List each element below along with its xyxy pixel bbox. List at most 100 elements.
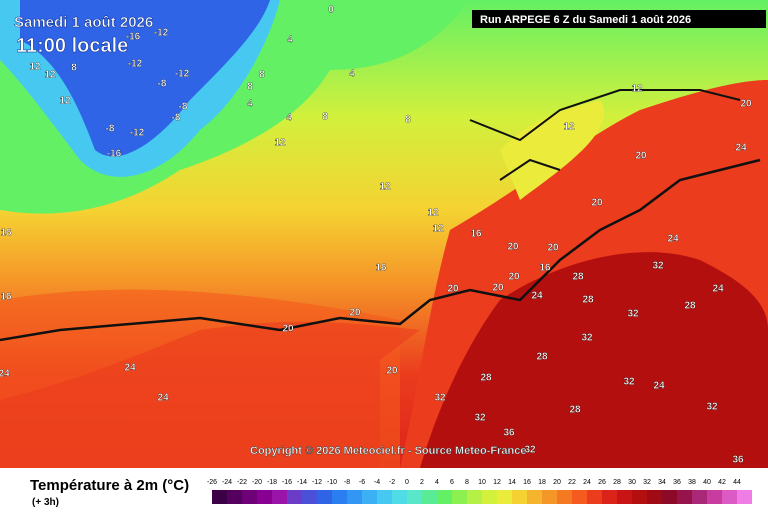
scale-swatch: [737, 490, 752, 504]
temperature-label: 24: [124, 363, 136, 374]
scale-tick-label: -24: [222, 479, 232, 486]
scale-swatch: [242, 490, 257, 504]
temperature-label: 12: [44, 70, 56, 81]
scale-tick-label: -6: [359, 479, 365, 486]
temperature-label: -12: [130, 128, 145, 139]
temperature-label: 12: [563, 122, 575, 133]
temperature-label: 20: [492, 283, 504, 294]
temperature-label: 24: [531, 291, 543, 302]
scale-swatch: [212, 490, 227, 504]
temperature-label: 8: [71, 63, 77, 74]
scale-swatch: [632, 490, 647, 504]
temperature-label: 16: [0, 292, 12, 303]
temperature-label: 28: [582, 295, 594, 306]
temperature-label: 16: [539, 263, 551, 274]
temperature-label: 32: [627, 309, 639, 320]
scale-tick-label: 22: [568, 479, 576, 486]
temperature-label: 28: [569, 405, 581, 416]
temperature-label: 0: [328, 5, 334, 16]
temperature-label: 32: [623, 377, 635, 388]
scale-swatch: [512, 490, 527, 504]
scale-tick-label: -14: [297, 479, 307, 486]
temperature-label: 16: [375, 263, 387, 274]
temperature-label: 24: [0, 369, 10, 380]
scale-tick-label: 30: [628, 479, 636, 486]
temperature-label: -12: [154, 28, 169, 39]
temperature-label: 20: [507, 242, 519, 253]
temperature-label: -12: [175, 69, 190, 80]
scale-tick-label: -4: [374, 479, 380, 486]
scale-tick-label: 20: [553, 479, 561, 486]
legend-subtitle: (+ 3h): [32, 497, 59, 508]
scale-swatch: [617, 490, 632, 504]
temperature-label: 20: [635, 151, 647, 162]
scale-tick-label: -26: [207, 479, 217, 486]
map-date: Samedi 1 août 2026: [14, 14, 153, 31]
scale-swatch: [497, 490, 512, 504]
temperature-label: 28: [536, 352, 548, 363]
scale-swatch: [437, 490, 452, 504]
temperature-label: -12: [128, 59, 143, 70]
scale-tick-label: 10: [478, 479, 486, 486]
temperature-label: 24: [157, 393, 169, 404]
scale-tick-label: -12: [312, 479, 322, 486]
temperature-label: 24: [667, 234, 679, 245]
scale-swatch: [407, 490, 422, 504]
temperature-label: 12: [29, 62, 41, 73]
scale-swatch: [227, 490, 242, 504]
scale-swatch: [722, 490, 737, 504]
scale-tick-label: -8: [344, 479, 350, 486]
scale-tick-label: 14: [508, 479, 516, 486]
scale-swatch: [377, 490, 392, 504]
scale-swatch: [362, 490, 377, 504]
scale-tick-label: 4: [435, 479, 439, 486]
temperature-label: 32: [581, 333, 593, 344]
scale-tick-label: 38: [688, 479, 696, 486]
temperature-label: 24: [735, 143, 747, 154]
temperature-label: 36: [503, 428, 515, 439]
temperature-label: 32: [652, 261, 664, 272]
run-box: [472, 10, 766, 28]
map: [0, 0, 768, 468]
scale-swatch: [677, 490, 692, 504]
temperature-label: 24: [653, 381, 665, 392]
scale-tick-label: 0: [405, 479, 409, 486]
scale-tick-label: -18: [267, 479, 277, 486]
scale-tick-label: 6: [450, 479, 454, 486]
scale-tick-label: 44: [733, 479, 741, 486]
temperature-label: 16: [0, 228, 12, 239]
temperature-label: 20: [386, 366, 398, 377]
scale-tick-label: -16: [282, 479, 292, 486]
temperature-label: 20: [349, 308, 361, 319]
scale-tick-label: 18: [538, 479, 546, 486]
temperature-label: 20: [547, 243, 559, 254]
scale-tick-label: 28: [613, 479, 621, 486]
temperature-label: 20: [447, 284, 459, 295]
scale-tick-label: 16: [523, 479, 531, 486]
temperature-label: 4: [287, 35, 293, 46]
scale-tick-label: -20: [252, 479, 262, 486]
temperature-label: 8: [247, 82, 253, 93]
scale-swatch: [707, 490, 722, 504]
scale-tick-label: -10: [327, 479, 337, 486]
scale-swatch: [602, 490, 617, 504]
temperature-label: 20: [591, 198, 603, 209]
temperature-label: -16: [126, 32, 141, 43]
scale-swatch: [587, 490, 602, 504]
scale-swatch: [302, 490, 317, 504]
scale-swatch: [647, 490, 662, 504]
temperature-label: 20: [740, 99, 752, 110]
temperature-label: 12: [432, 224, 444, 235]
temperature-label: 32: [474, 413, 486, 424]
temperature-label: -8: [179, 102, 188, 113]
scale-swatch: [692, 490, 707, 504]
run-info: Run ARPEGE 6 Z du Samedi 1 août 2026: [480, 14, 691, 26]
scale-swatch: [557, 490, 572, 504]
scale-swatch: [257, 490, 272, 504]
scale-swatch: [662, 490, 677, 504]
scale-swatch: [317, 490, 332, 504]
scale-swatch: [272, 490, 287, 504]
scale-tick-label: 12: [493, 479, 501, 486]
